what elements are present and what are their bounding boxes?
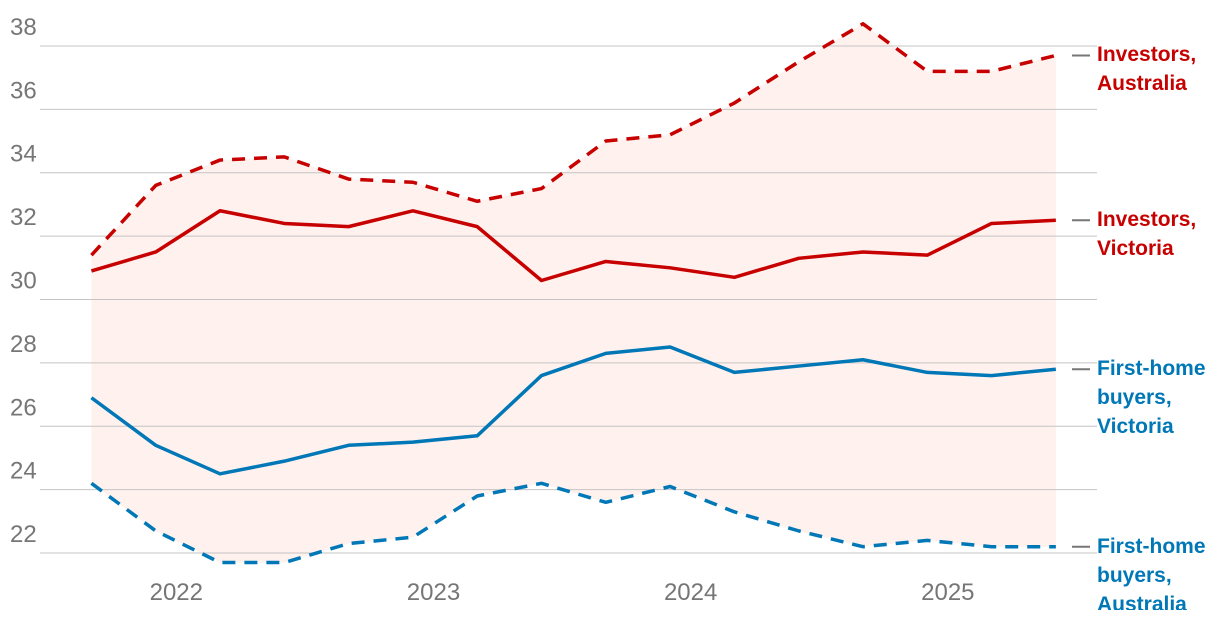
y-tick-label: 38 xyxy=(10,14,37,41)
series-line xyxy=(90,22,1057,257)
series-line xyxy=(90,481,1056,565)
x-tick-label: 2023 xyxy=(407,579,460,606)
series-label: Investors, Australia xyxy=(1097,43,1197,96)
y-tick-label: 36 xyxy=(10,77,37,104)
range-band xyxy=(91,23,1056,563)
y-tick-label: 22 xyxy=(10,521,37,548)
y-tick-label: 28 xyxy=(10,331,37,358)
series-line xyxy=(90,345,1057,476)
series-label: Investors, Victoria xyxy=(1097,208,1197,261)
y-tick-label: 26 xyxy=(10,394,37,421)
x-tick-label: 2024 xyxy=(664,579,717,606)
series-line xyxy=(90,209,1056,283)
x-tick-label: 2025 xyxy=(921,579,974,606)
series-label: First-home buyers, Victoria xyxy=(1097,357,1206,439)
y-tick-label: 24 xyxy=(10,458,37,485)
x-tick-label: 2022 xyxy=(150,579,203,606)
y-tick-label: 30 xyxy=(10,268,37,295)
y-tick-label: 34 xyxy=(10,141,37,168)
series-label: First-home buyers, Australia xyxy=(1097,534,1206,610)
y-tick-label: 32 xyxy=(10,204,37,231)
